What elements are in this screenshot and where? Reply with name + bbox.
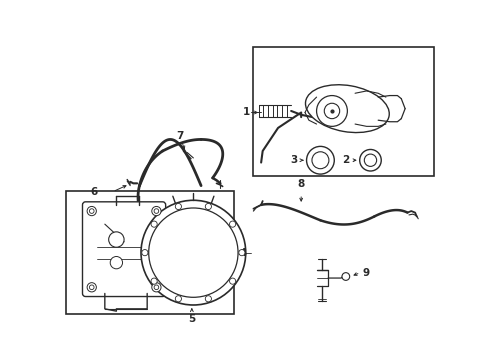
Circle shape <box>205 203 212 210</box>
Circle shape <box>239 249 245 256</box>
Circle shape <box>151 278 157 284</box>
Bar <box>66 191 234 314</box>
Circle shape <box>317 95 347 126</box>
Circle shape <box>87 206 97 216</box>
Circle shape <box>229 221 236 227</box>
Text: 5: 5 <box>188 314 196 324</box>
Circle shape <box>365 154 377 166</box>
Circle shape <box>152 206 161 216</box>
Ellipse shape <box>305 85 389 132</box>
Circle shape <box>324 103 340 119</box>
Circle shape <box>154 209 159 213</box>
Circle shape <box>87 283 97 292</box>
FancyBboxPatch shape <box>82 202 166 297</box>
Text: 2: 2 <box>342 155 349 165</box>
Circle shape <box>205 296 212 302</box>
Circle shape <box>175 203 181 210</box>
Circle shape <box>89 209 94 213</box>
Ellipse shape <box>149 208 238 297</box>
Text: 9: 9 <box>363 267 370 278</box>
Circle shape <box>342 273 350 280</box>
Circle shape <box>175 296 181 302</box>
Circle shape <box>307 147 334 174</box>
Circle shape <box>154 285 159 289</box>
Circle shape <box>109 232 124 247</box>
Text: 7: 7 <box>176 131 184 141</box>
Text: 6: 6 <box>90 187 97 197</box>
Text: 3: 3 <box>290 155 297 165</box>
Text: 4: 4 <box>240 248 247 258</box>
Circle shape <box>360 149 381 171</box>
Circle shape <box>312 152 329 169</box>
Text: 1: 1 <box>243 108 249 117</box>
Bar <box>253 47 435 176</box>
Ellipse shape <box>141 200 246 305</box>
Circle shape <box>89 285 94 289</box>
Text: 8: 8 <box>297 180 305 189</box>
Circle shape <box>229 278 236 284</box>
Circle shape <box>110 256 122 269</box>
Circle shape <box>142 249 148 256</box>
Circle shape <box>152 283 161 292</box>
Circle shape <box>151 221 157 227</box>
